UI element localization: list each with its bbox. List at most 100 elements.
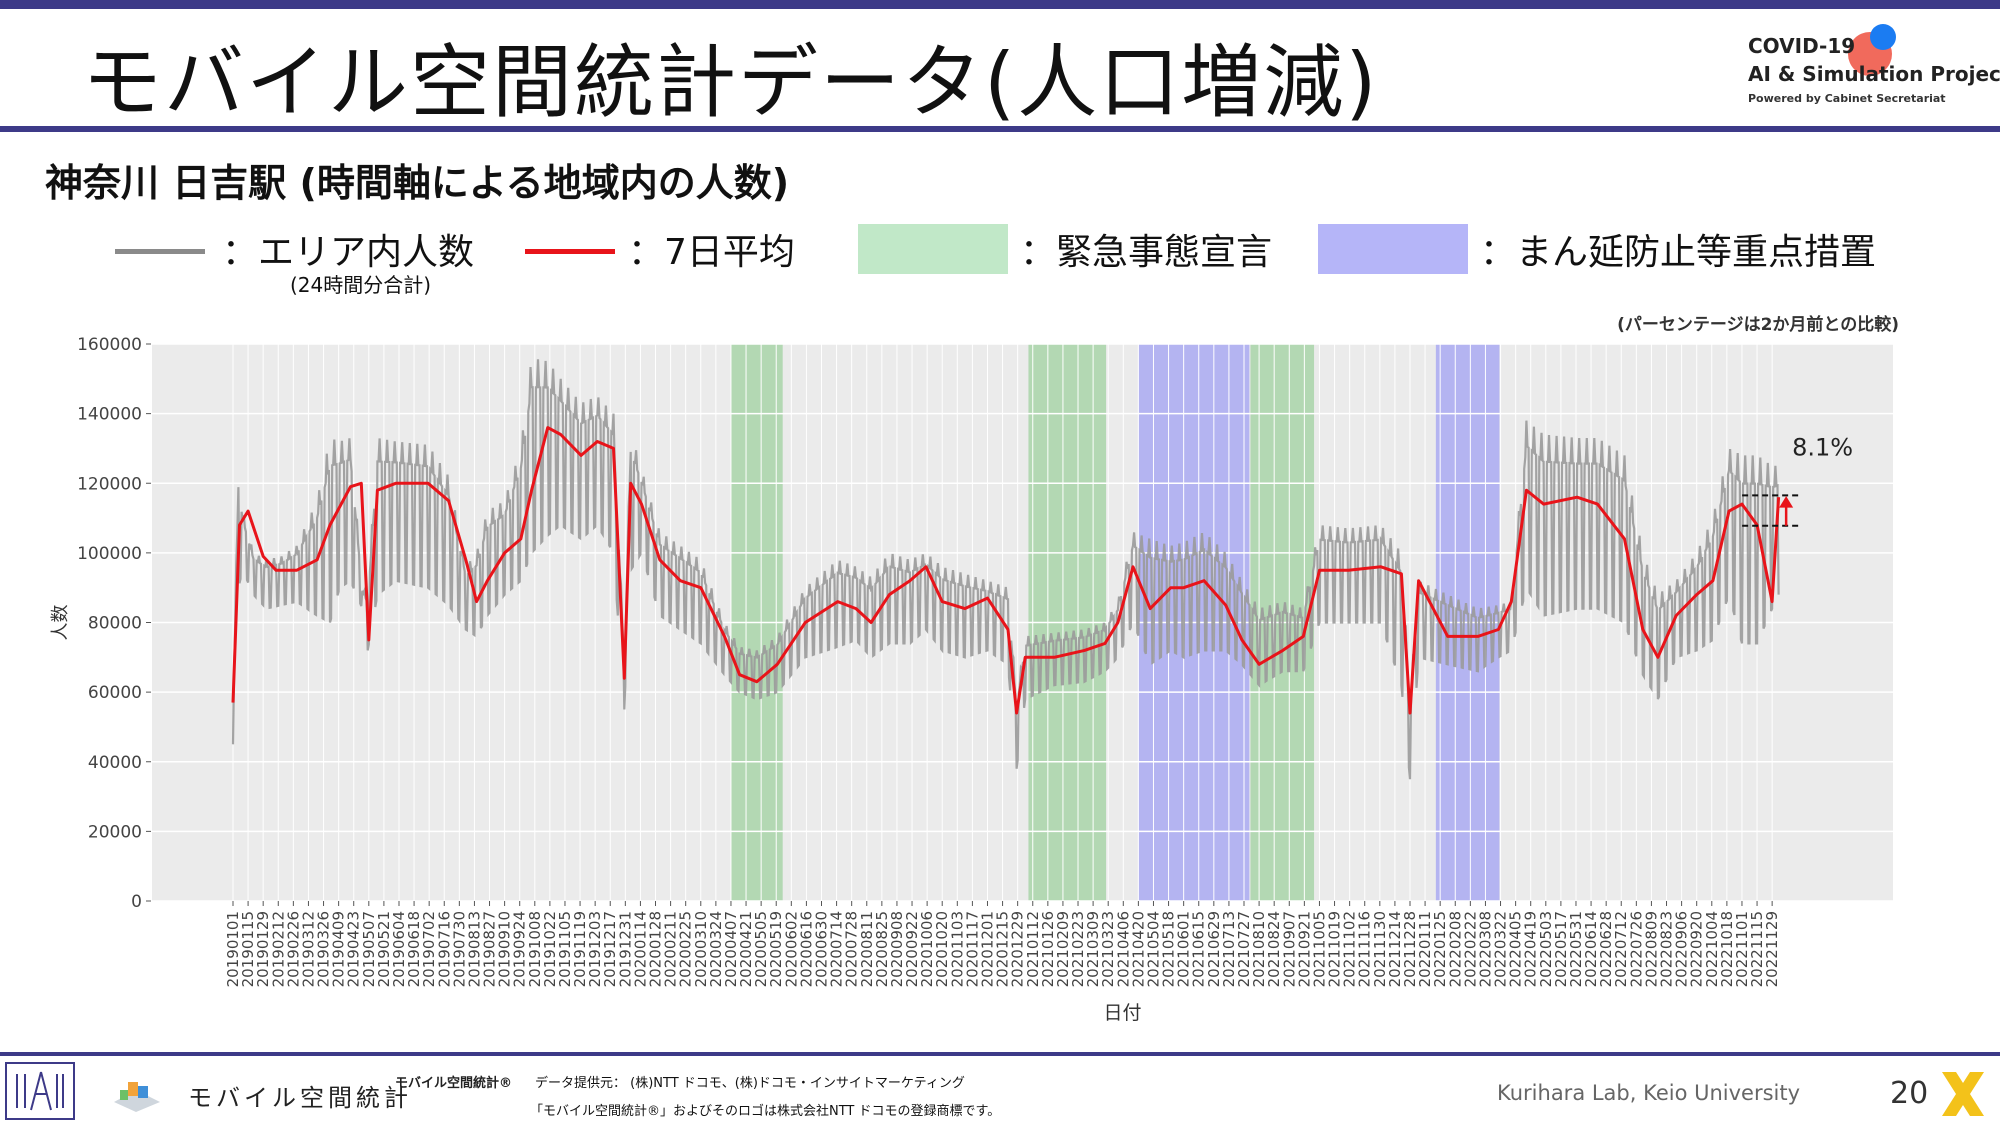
annotation-label: 8.1% <box>1792 433 1853 461</box>
x-tick-label: 20210629 <box>1205 911 1223 987</box>
x-tick-label: 20190618 <box>405 911 423 987</box>
x-tick-label: 20210406 <box>1114 911 1132 987</box>
x-tick-label: 20210713 <box>1220 911 1238 987</box>
x-tick-label: 20201215 <box>994 911 1012 987</box>
x-tick-label: 20211005 <box>1310 911 1328 987</box>
footer-trademark-title: モバイル空間統計® <box>395 1076 513 1091</box>
footer-data-source: データ提供元： (株)NTT ドコモ、(株)ドコモ・インサイトマーケティング <box>535 1076 965 1091</box>
footer-brand: モバイル空間統計 <box>188 1084 412 1112</box>
y-axis-title: 人数 <box>50 605 71 641</box>
x-tick-label: 20211130 <box>1371 911 1389 987</box>
x-tick-label: 20220726 <box>1627 911 1645 987</box>
x-tick-label: 20210223 <box>1069 911 1087 987</box>
x-tick-label: 20220809 <box>1642 911 1660 987</box>
x-tick-label: 20220125 <box>1431 911 1449 987</box>
x-tick-label: 20211019 <box>1326 911 1344 987</box>
x-tick-label: 20190521 <box>375 911 393 987</box>
legend-avg-swatch <box>525 249 615 254</box>
x-tick-label: 20200616 <box>797 911 815 987</box>
x-tick-label: 20190423 <box>345 911 363 987</box>
x-tick-label: 20201103 <box>948 911 966 987</box>
x-tick-label: 20190115 <box>239 911 257 987</box>
x-tick-label: 20190326 <box>315 911 333 987</box>
x-tick-label: 20190604 <box>390 911 408 987</box>
y-tick-label: 80000 <box>88 614 142 634</box>
x-tick-label: 20201229 <box>1009 911 1027 987</box>
x-tick-label: 20191008 <box>526 911 544 987</box>
x-tick-label: 20220208 <box>1446 911 1464 987</box>
x-tick-label: 20211102 <box>1341 911 1359 987</box>
x-tick-label: 20190716 <box>435 911 453 987</box>
x-tick-label: 20210309 <box>1084 911 1102 987</box>
legend-emergency-swatch <box>858 224 1008 274</box>
x-tick-label: 20210824 <box>1265 911 1283 987</box>
x-tick-label: 20200225 <box>677 911 695 987</box>
x-tick-label: 20220111 <box>1416 911 1434 987</box>
y-tick-label: 160000 <box>77 335 142 355</box>
x-tick-label: 20221018 <box>1718 911 1736 987</box>
x-tick-label: 20190101 <box>224 911 242 987</box>
logo-text-covid: COVID-19 <box>1748 34 1856 58</box>
x-tick-label: 20190226 <box>284 911 302 987</box>
x-tick-label: 20211228 <box>1401 911 1419 987</box>
x-tick-label: 20190827 <box>481 911 499 987</box>
logo-text-powered: Powered by Cabinet Secretariat <box>1748 92 1946 105</box>
x-tick-label: 20210810 <box>1250 911 1268 987</box>
x-tick-label: 20200407 <box>722 911 740 987</box>
x-tick-label: 20210921 <box>1295 911 1313 987</box>
y-tick-label: 60000 <box>88 683 142 703</box>
lab-logo-icon <box>5 1062 75 1120</box>
covid-project-logo: COVID-19 AI & Simulation Project Powered… <box>1745 22 2000 114</box>
x-tick-label: 20210209 <box>1054 911 1072 987</box>
x-tick-label: 20221115 <box>1748 911 1766 987</box>
page-title: モバイル空間統計データ(人口増減) <box>82 36 1379 129</box>
x-tick-label: 20210504 <box>1144 911 1162 987</box>
x-tick-label: 20200825 <box>873 911 891 987</box>
legend-priority-label: ：まん延防止等重点措置 <box>1480 232 1877 273</box>
x-tick-label: 20220222 <box>1461 911 1479 987</box>
x-tick-label: 20200714 <box>828 911 846 987</box>
y-tick-label: 100000 <box>77 544 142 564</box>
top-accent-bar <box>0 0 2000 9</box>
x-tick-label: 20190507 <box>360 911 378 987</box>
x-tick-label: 20211214 <box>1386 911 1404 987</box>
page-number: 20 <box>1890 1076 1929 1111</box>
x-tick-label: 20200602 <box>782 911 800 987</box>
x-tick-label: 20221004 <box>1703 911 1721 987</box>
x-tick-label: 20200922 <box>903 911 921 987</box>
seven-day-average-line <box>231 426 1781 715</box>
mobile-stats-logo-icon <box>114 1082 160 1112</box>
logo-blue-dot <box>1870 24 1896 50</box>
x-tick-label: 20221101 <box>1733 911 1751 987</box>
x-tick-label: 20210420 <box>1129 911 1147 987</box>
x-tick-label: 20201117 <box>963 911 981 987</box>
x-tick-label: 20220405 <box>1507 911 1525 987</box>
footer-lab-name: Kurihara Lab, Keio University <box>1497 1081 1801 1105</box>
footer-divider <box>0 1052 2000 1056</box>
legend-priority-swatch <box>1318 224 1468 274</box>
x-tick-label: 20220614 <box>1582 911 1600 987</box>
x-tick-label: 20200421 <box>737 911 755 987</box>
x-tick-label: 20191231 <box>616 911 634 987</box>
annotation-arrow-head <box>1779 496 1794 508</box>
x-tick-label: 20221129 <box>1763 911 1781 987</box>
x-tick-label: 20200114 <box>631 911 649 987</box>
y-tick-label: 20000 <box>88 822 142 842</box>
x-logo-icon <box>1942 1072 1984 1116</box>
x-tick-label: 20190409 <box>330 911 348 987</box>
x-tick-label: 20191119 <box>571 911 589 987</box>
x-tick-label: 20210112 <box>1024 911 1042 987</box>
x-tick-label: 20200908 <box>888 911 906 987</box>
legend-avg-label: ：7日平均 <box>628 232 795 273</box>
chart-note: (パーセンテージは2か月前との比較) <box>1617 314 1899 335</box>
x-tick-label: 20201006 <box>918 911 936 987</box>
y-tick-label: 120000 <box>77 474 142 494</box>
x-tick-label: 20200505 <box>752 911 770 987</box>
x-tick-label: 20191217 <box>601 911 619 987</box>
x-tick-label: 20220531 <box>1567 911 1585 987</box>
x-tick-label: 20190702 <box>420 911 438 987</box>
logo-text-project: AI & Simulation Project <box>1748 62 2000 86</box>
legend-daily-label: ：エリア内人数 <box>222 232 475 273</box>
x-tick-label: 20190730 <box>450 911 468 987</box>
daily-population-line <box>231 359 1780 780</box>
